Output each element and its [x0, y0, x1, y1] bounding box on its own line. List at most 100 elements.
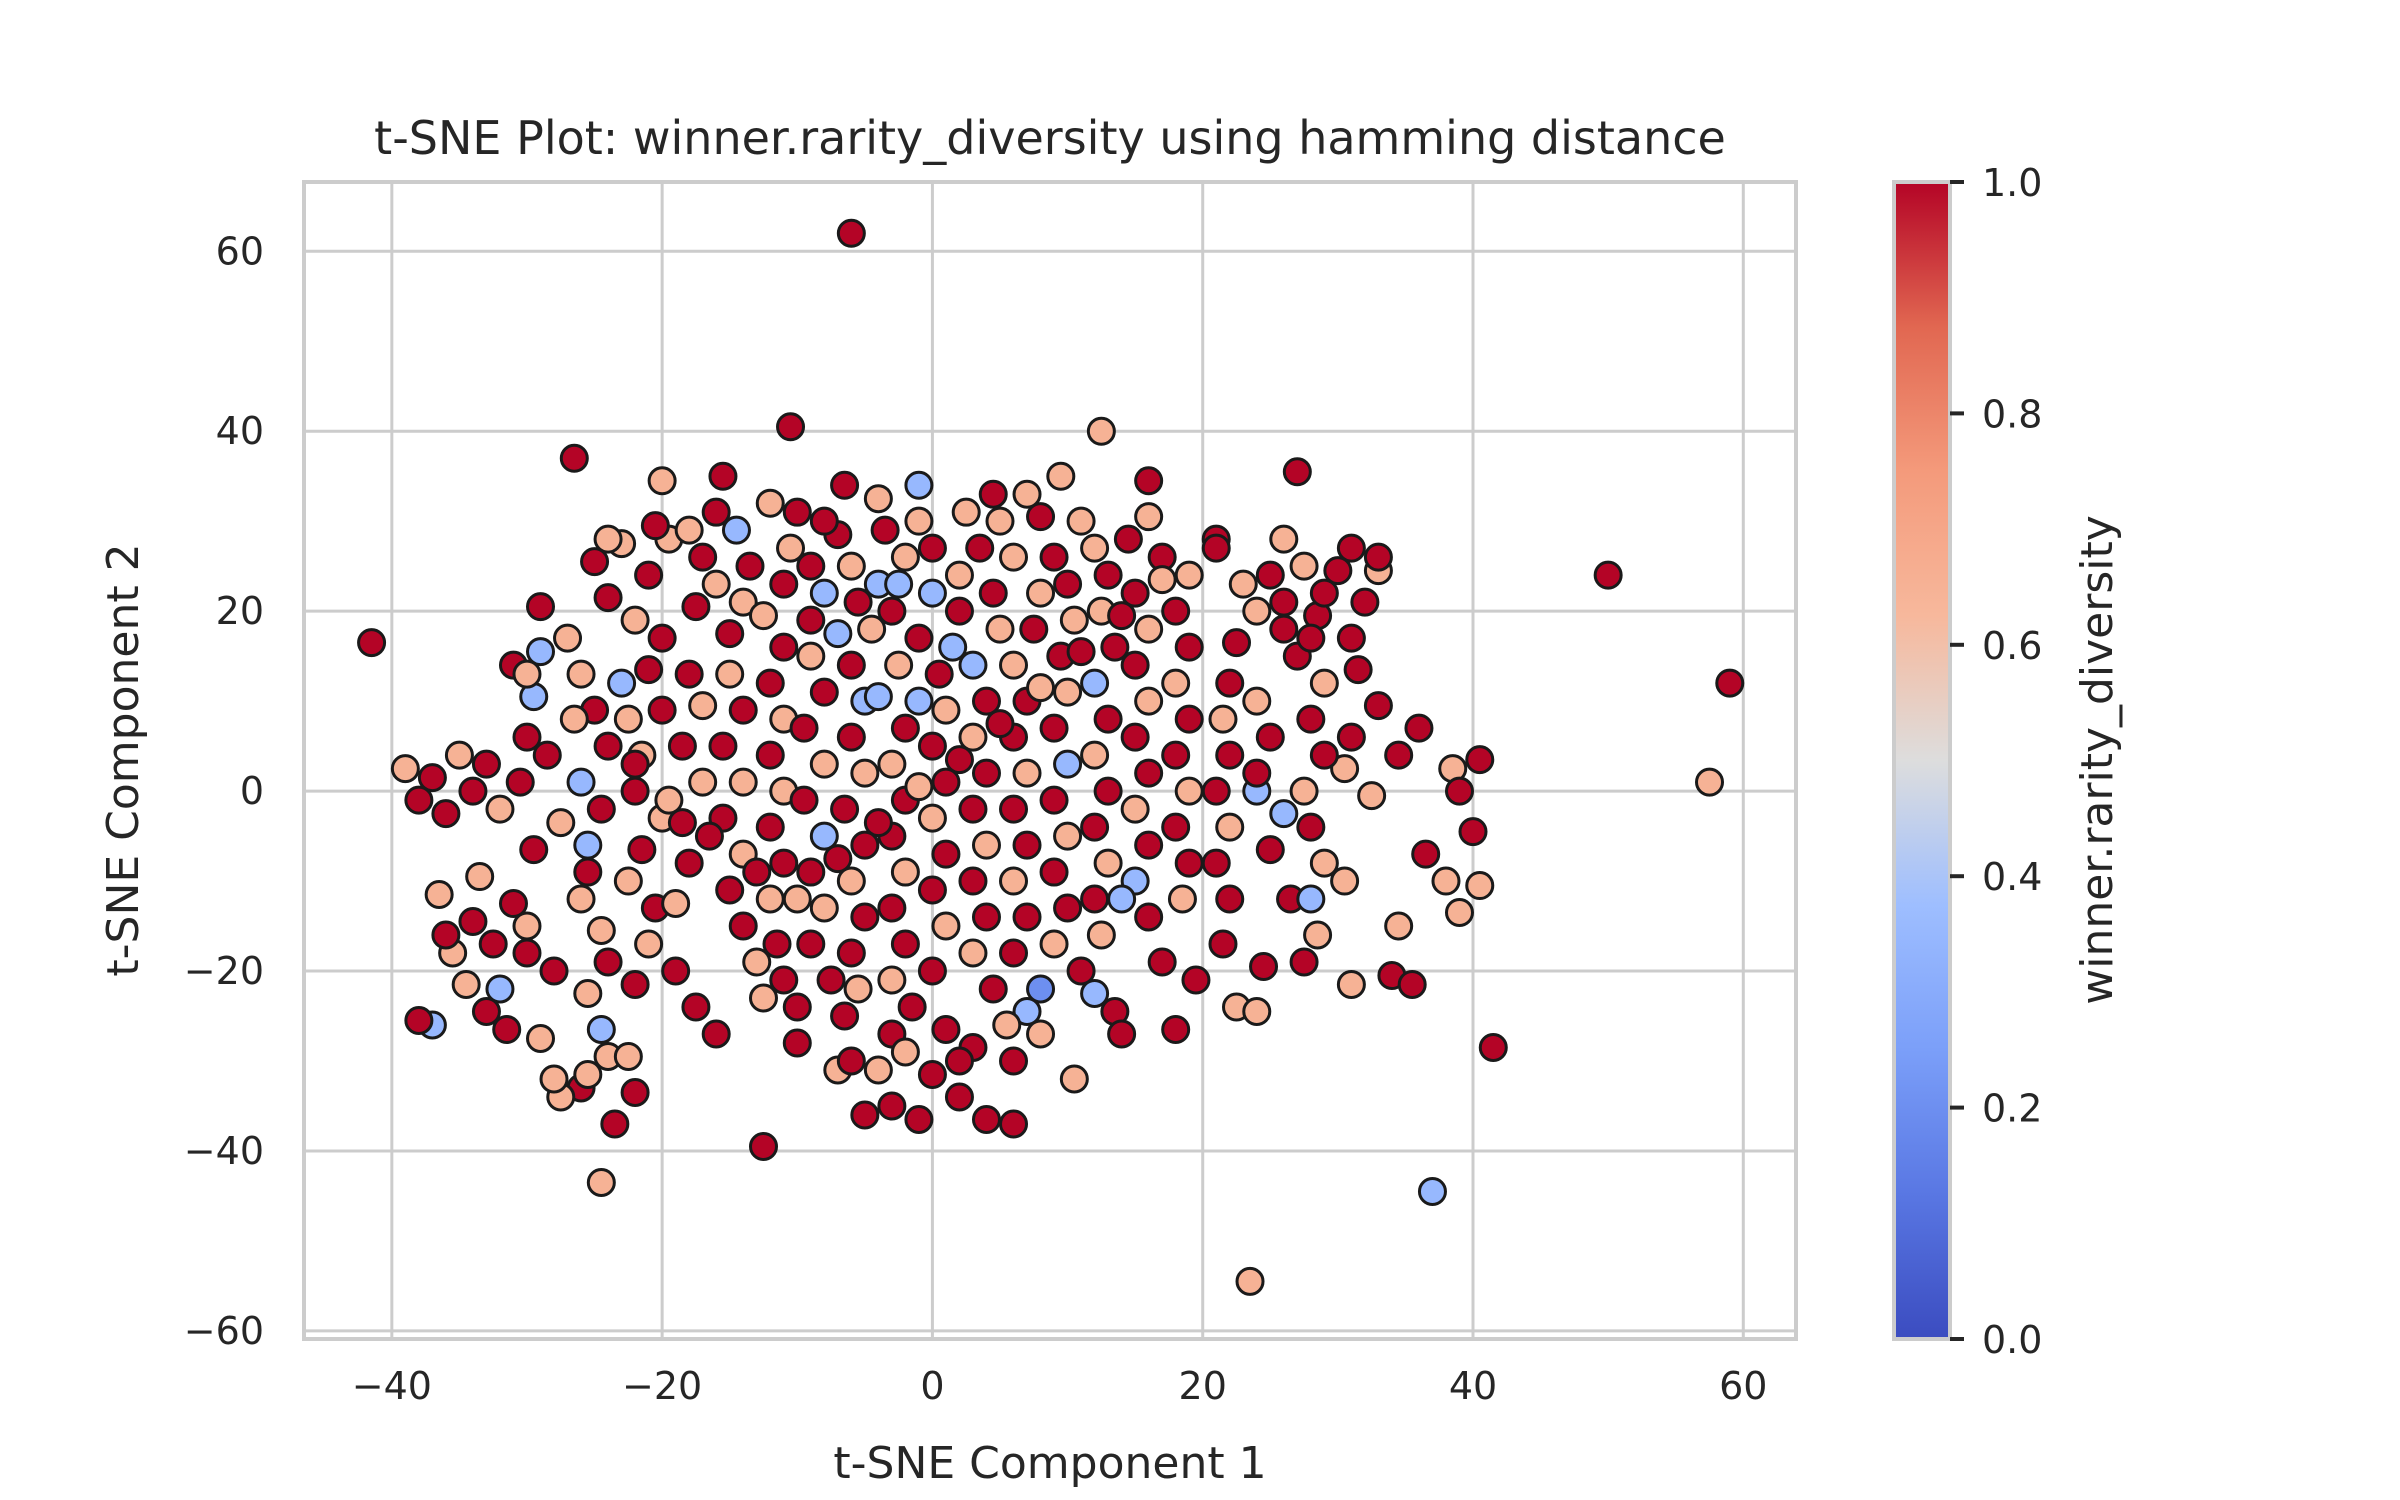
scatter-point — [1201, 848, 1231, 878]
scatter-point — [1330, 866, 1360, 896]
scatter-point — [1080, 884, 1110, 914]
scatter-point — [1336, 533, 1366, 563]
scatter-point — [640, 511, 670, 541]
scatter-point — [586, 1015, 616, 1045]
scatter-point — [992, 1010, 1022, 1040]
scatter-point — [755, 488, 785, 518]
scatter-point — [1134, 758, 1164, 788]
scatter-point — [661, 889, 691, 919]
scatter-point — [1296, 812, 1326, 842]
scatter-point — [512, 659, 542, 689]
colorbar-ticks: 0.0 0.2 0.4 0.6 0.8 1.0 — [1950, 161, 2042, 1362]
scatter-point — [971, 1104, 1001, 1134]
scatter-point — [1397, 970, 1427, 1000]
scatter-point — [782, 497, 812, 527]
scatter-point — [674, 515, 704, 545]
scatter-point — [917, 533, 947, 563]
scatter-point — [647, 623, 677, 653]
scatter-point — [830, 1001, 860, 1031]
scatter-point — [1093, 776, 1123, 806]
scatter-point — [863, 1055, 893, 1085]
scatter-point — [904, 623, 934, 653]
scatter-point — [1161, 740, 1191, 770]
scatter-point — [390, 754, 420, 784]
scatter-point — [566, 884, 596, 914]
scatter-point — [1093, 704, 1123, 734]
scatter-point — [944, 745, 974, 775]
scatter-point — [897, 992, 927, 1022]
scatter-point — [1059, 605, 1089, 635]
colorbar-label: winner.rarity_diversity — [2072, 515, 2123, 1005]
scatter-point — [465, 862, 495, 892]
scatter-point — [769, 569, 799, 599]
scatter-point — [917, 578, 947, 608]
scatter-point — [1174, 560, 1204, 590]
scatter-point — [492, 1015, 522, 1045]
scatter-point — [512, 938, 542, 968]
scatter-point — [890, 713, 920, 743]
scatter-point — [843, 974, 873, 1004]
scatter-point — [728, 695, 758, 725]
scatter-point — [917, 956, 947, 986]
scatter-point — [627, 835, 657, 865]
scatter-point — [1080, 740, 1110, 770]
scatter-point — [796, 641, 826, 671]
scatter-point — [526, 1024, 556, 1054]
scatter-point — [1053, 677, 1083, 707]
scatter-point — [748, 1131, 778, 1161]
scatter-point — [1458, 817, 1488, 847]
scatter-point — [789, 713, 819, 743]
scatter-point — [1026, 673, 1056, 703]
scatter-point — [620, 749, 650, 779]
scatter-points — [357, 218, 1745, 1296]
scatter-point — [1039, 929, 1069, 959]
scatter-point — [904, 506, 934, 536]
scatter-point — [485, 794, 515, 824]
scatter-point — [647, 466, 677, 496]
scatter-point — [965, 533, 995, 563]
scatter-point — [836, 650, 866, 680]
scatter-point — [809, 506, 839, 536]
scatter-point — [1384, 740, 1414, 770]
scatter-point — [674, 659, 704, 689]
scatter-point — [1086, 416, 1116, 446]
scatter-point — [1478, 1033, 1508, 1063]
y-tick-label: 40 — [216, 409, 264, 453]
scatter-point — [1039, 857, 1069, 887]
colorbar-tick-label: 0.8 — [1982, 392, 2042, 436]
scatter-point — [1336, 970, 1366, 1000]
scatter-point — [809, 749, 839, 779]
scatter-point — [1431, 866, 1461, 896]
x-axis-ticks: −40 −20 0 20 40 60 — [352, 1364, 1768, 1408]
scatter-point — [566, 659, 596, 689]
scatter-point — [776, 533, 806, 563]
scatter-point — [1080, 979, 1110, 1009]
scatter-point — [708, 731, 738, 761]
scatter-point — [863, 484, 893, 514]
scatter-point — [1465, 745, 1495, 775]
colorbar-tick-label: 0.0 — [1982, 1318, 2042, 1362]
scatter-point — [613, 866, 643, 896]
scatter-point — [1046, 461, 1076, 491]
scatter-point — [1066, 506, 1096, 536]
scatter-point — [742, 857, 772, 887]
scatter-point — [1444, 898, 1474, 928]
colorbar — [1892, 180, 1952, 1341]
y-tick-label: −40 — [184, 1129, 264, 1173]
scatter-point — [586, 916, 616, 946]
scatter-point — [1201, 776, 1231, 806]
scatter-point — [1303, 920, 1333, 950]
scatter-point — [971, 902, 1001, 932]
scatter-point — [796, 551, 826, 581]
scatter-point — [1167, 884, 1197, 914]
scatter-point — [1289, 551, 1319, 581]
scatter-point — [404, 1006, 434, 1036]
x-axis-label: t-SNE Component 1 — [833, 1438, 1266, 1489]
scatter-point — [1161, 668, 1191, 698]
scatter-point — [431, 920, 461, 950]
scatter-point — [1363, 691, 1393, 721]
scatter-point — [357, 628, 387, 658]
scatter-point — [674, 848, 704, 878]
scatter-point — [1134, 686, 1164, 716]
